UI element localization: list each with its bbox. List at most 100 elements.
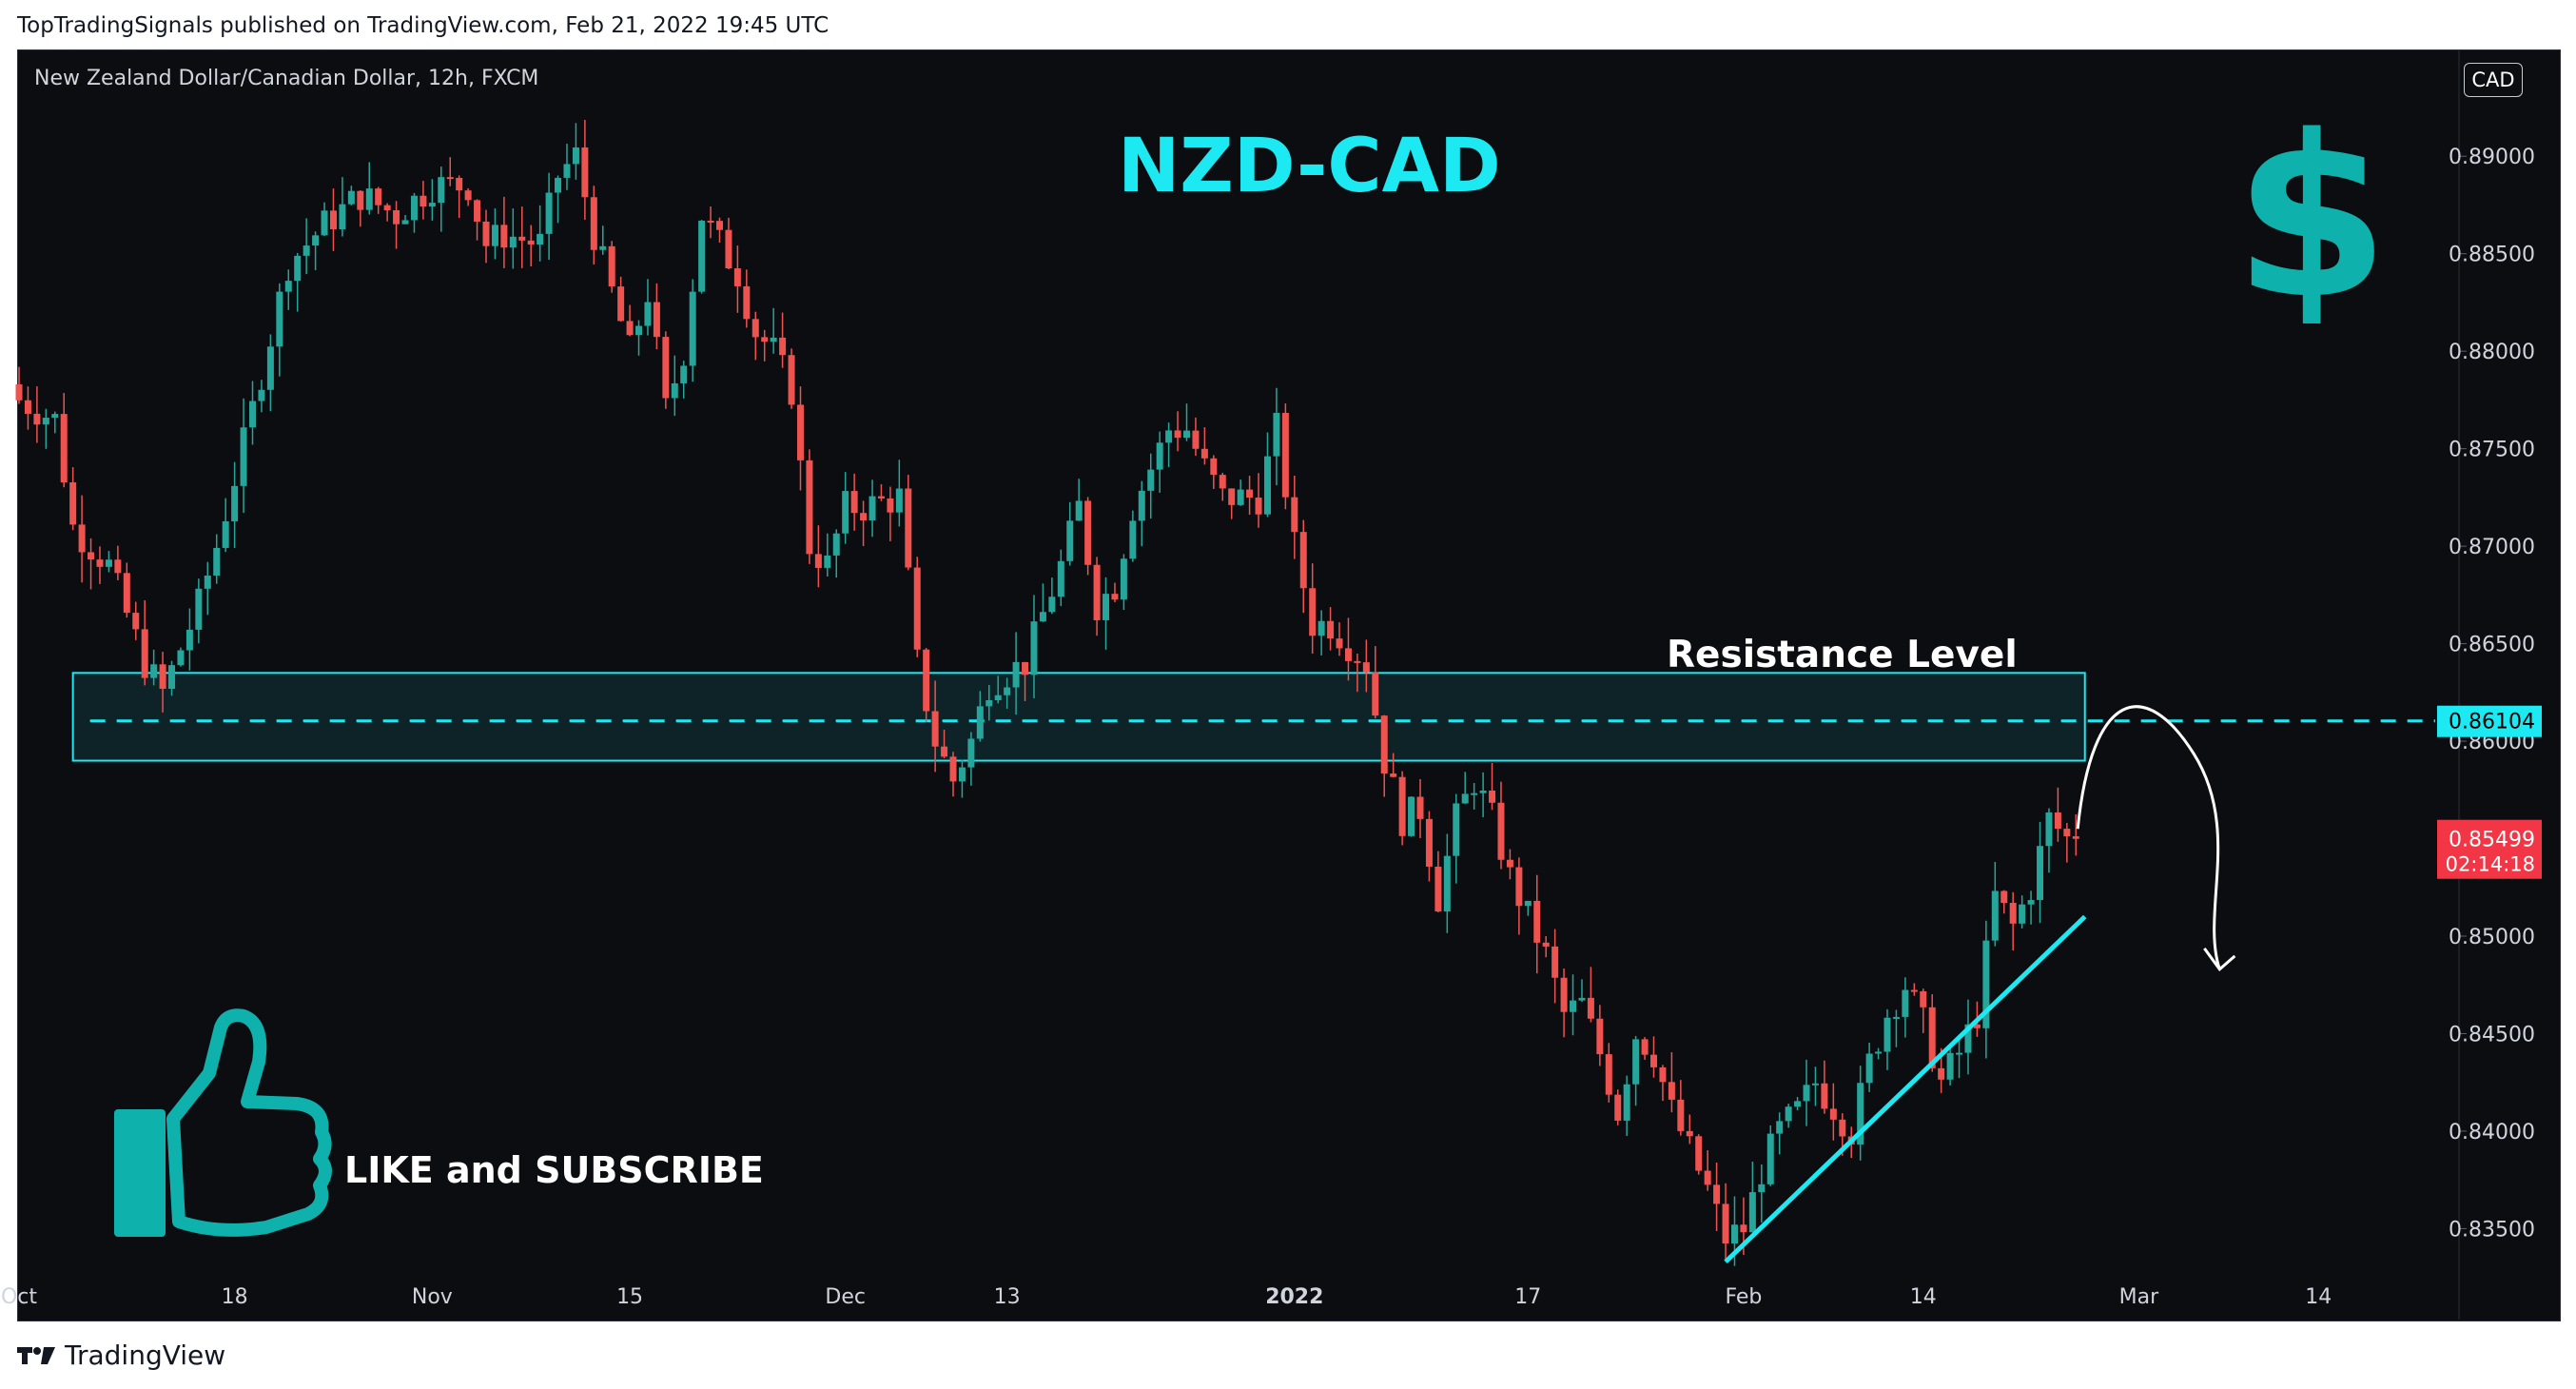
candle-body <box>555 177 562 193</box>
projection-arrowhead <box>2203 947 2236 972</box>
candle-body <box>2054 812 2061 830</box>
candle-body <box>842 491 849 534</box>
candle-body <box>329 210 337 230</box>
resistance-zone-box[interactable] <box>71 672 2086 762</box>
candle-body <box>123 573 130 614</box>
candle-body <box>500 225 508 248</box>
candle-body <box>814 554 822 568</box>
candle-body <box>294 255 302 282</box>
candle-body <box>321 210 328 236</box>
candle-body <box>1255 497 1262 515</box>
candle-body <box>788 355 795 405</box>
candle-body <box>1489 791 1496 803</box>
candle-body <box>1560 977 1568 1012</box>
resistance-price-value: 0.86104 <box>2449 711 2535 734</box>
y-tick-label: 0.83500 <box>2449 1218 2535 1242</box>
candle-body <box>339 204 346 230</box>
candle-body <box>1730 1224 1738 1244</box>
candle-body <box>860 513 868 520</box>
candle-body <box>850 491 858 514</box>
last-price-tag[interactable] <box>2437 819 2542 879</box>
candle-body <box>1991 890 1999 941</box>
candle-body <box>1883 1017 1891 1052</box>
candle-body <box>1398 776 1406 836</box>
candle-body <box>1327 620 1335 639</box>
candle-body <box>1677 1099 1685 1131</box>
candle-body <box>770 337 777 342</box>
candle-body <box>751 319 759 338</box>
candle-body <box>1803 1085 1810 1102</box>
candle-body <box>707 220 714 223</box>
candle-body <box>347 190 355 205</box>
candle-body <box>958 767 966 782</box>
candle-body <box>168 665 176 690</box>
support-trendline[interactable] <box>1724 914 2087 1264</box>
candle-body <box>1048 597 1056 613</box>
candle-body <box>69 482 77 525</box>
candle-body <box>653 302 660 338</box>
candle-body <box>114 559 122 574</box>
candle-body <box>1246 489 1254 498</box>
resistance-price-tag[interactable] <box>2437 705 2542 737</box>
resistance-level-label: Resistance Level <box>1667 634 2018 676</box>
candle-body <box>24 400 31 414</box>
candle-body <box>1408 796 1415 836</box>
candle-body <box>185 629 193 651</box>
candle-body <box>1138 490 1145 521</box>
candle-body <box>671 382 678 399</box>
candle-body <box>1228 488 1236 505</box>
y-tick-label: 0.86500 <box>2449 634 2535 657</box>
candle-body <box>258 389 265 401</box>
candle-body <box>1587 997 1594 1019</box>
candle-body <box>240 427 247 486</box>
candle-body <box>410 195 418 221</box>
candle-body <box>1219 475 1226 489</box>
candle-body <box>1192 430 1200 449</box>
tradingview-brand[interactable]: TradingView <box>17 1340 225 1371</box>
projection-arrow-path[interactable] <box>2076 705 2221 970</box>
candle-body <box>1524 900 1532 907</box>
candle-body <box>1623 1084 1630 1121</box>
candle-body <box>1596 1018 1604 1055</box>
currency-badge[interactable]: CAD <box>2464 63 2523 97</box>
symbol-description[interactable]: New Zealand Dollar/Canadian Dollar, 12h,… <box>34 67 539 90</box>
candle-body <box>1336 638 1343 649</box>
candle-body <box>1012 661 1020 688</box>
candle-body <box>1875 1051 1883 1054</box>
y-tick-label: 0.84000 <box>2449 1121 2535 1144</box>
candle-body <box>509 236 517 248</box>
candle-body <box>428 203 436 207</box>
candle-body <box>689 291 696 366</box>
x-tick-label: 17 <box>1514 1285 1541 1309</box>
candle-body <box>824 555 831 568</box>
candle-body <box>887 498 894 513</box>
candle-body <box>1695 1136 1703 1171</box>
x-tick-label: Feb <box>1725 1285 1762 1309</box>
candle-body <box>1479 791 1487 793</box>
candle-body <box>1542 942 1550 947</box>
candle-body <box>949 756 957 782</box>
x-tick-label: Oct <box>1 1285 37 1309</box>
candle-body <box>1165 430 1173 443</box>
chart-pane[interactable] <box>17 49 2561 1321</box>
axis-layer: 0.89000 0.88500 0.88000 0.87500 0.87000 0.865… <box>1 49 2542 1320</box>
candle-body <box>1982 940 1990 1028</box>
candle-body <box>1093 564 1101 620</box>
candle-body <box>1210 458 1218 476</box>
candle-body <box>1103 594 1110 620</box>
candle-body <box>635 325 643 336</box>
candle-body <box>1497 802 1505 860</box>
candle-body <box>213 547 221 577</box>
candle-body <box>1920 990 1927 1008</box>
candle-body <box>608 245 615 287</box>
candle-body <box>383 205 391 211</box>
candle-body <box>420 195 427 207</box>
candle-body <box>599 245 607 250</box>
candle-body <box>474 200 481 222</box>
candle-body <box>446 177 454 180</box>
candle-body <box>2037 846 2044 901</box>
candle-body <box>1354 660 1361 663</box>
candle-body <box>1910 989 1918 992</box>
candle-body <box>716 221 723 230</box>
